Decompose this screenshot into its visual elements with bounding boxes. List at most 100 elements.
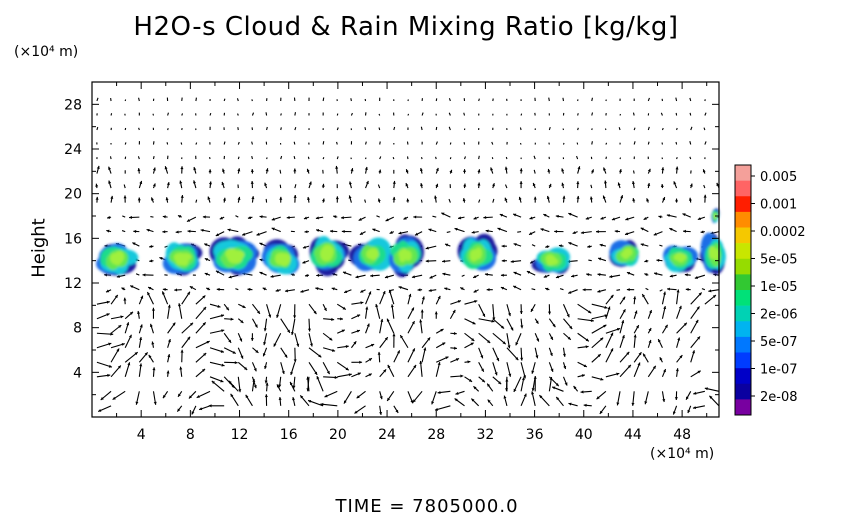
wind-vector-head [174, 288, 178, 292]
wind-vector-head [405, 169, 409, 173]
wind-vector-head [568, 242, 572, 245]
x-tick-label: 4 [137, 427, 146, 443]
wind-vector-head [208, 404, 212, 408]
wind-vector [124, 142, 127, 145]
wind-vector [448, 112, 451, 116]
wind-vector [633, 127, 636, 131]
wind-vector-head [302, 260, 306, 264]
wind-vector-head [110, 332, 114, 336]
wind-vector-head [637, 362, 641, 366]
wind-vector-head [435, 167, 439, 172]
wind-vector-head [250, 338, 254, 341]
wind-vector-head [123, 297, 127, 301]
wind-vector [181, 113, 184, 116]
wind-vector-head [663, 306, 667, 310]
wind-vector [605, 142, 608, 145]
wind-vector-head [203, 306, 207, 311]
wind-vector-head [599, 410, 603, 414]
wind-vector-head [204, 272, 208, 276]
wind-vector-head [513, 271, 517, 275]
wind-vector-head [202, 215, 206, 219]
wind-vector-head [477, 169, 481, 173]
wind-vector-head [289, 381, 293, 386]
wind-vector-head [520, 357, 524, 361]
wind-vector [461, 274, 465, 277]
wind-vector-head [419, 168, 423, 172]
wind-vector-head [442, 259, 446, 263]
colorbar-swatch [735, 211, 751, 228]
wind-vector-head [134, 352, 138, 356]
wind-vector-head [121, 287, 125, 291]
wind-vector-head [187, 291, 190, 295]
wind-vector [632, 112, 635, 116]
x-tick-label: 44 [624, 427, 642, 443]
wind-vector-head [359, 231, 364, 235]
wind-vector-head [463, 183, 467, 187]
wind-vector-head [412, 348, 415, 352]
wind-vector-head [364, 166, 368, 170]
wind-vector-head [304, 230, 308, 234]
wind-vector-head [370, 274, 374, 278]
wind-vector [167, 128, 169, 131]
wind-vector [690, 126, 693, 131]
y-tick-label: 8 [73, 321, 82, 337]
wind-vector [237, 141, 240, 145]
wind-vector-head [359, 360, 363, 364]
wind-vector-head [356, 395, 360, 399]
wind-vector-head [193, 167, 197, 171]
wind-vector-head [452, 309, 456, 314]
wind-vector-head [114, 294, 118, 299]
wind-vector [647, 141, 650, 145]
wind-vector-head [555, 275, 560, 279]
wind-vector-head [529, 216, 533, 220]
wind-vector-head [581, 374, 585, 378]
wind-vector-head [417, 288, 421, 292]
colorbar-swatch [735, 165, 751, 181]
wind-vector [389, 289, 394, 292]
wind-vector-head [487, 399, 491, 403]
wind-vector-head [356, 329, 360, 333]
wind-vector-head [434, 311, 438, 315]
wind-vector-head [162, 230, 166, 234]
wind-vector [618, 127, 621, 131]
wind-vector-head [357, 372, 361, 376]
wind-vector-head [562, 195, 566, 199]
wind-vector-head [242, 305, 246, 308]
wind-vector-head [222, 197, 227, 201]
wind-vector-head [290, 331, 294, 336]
wind-vector-head [492, 317, 496, 321]
wind-vector-head [435, 183, 439, 187]
wind-vector-head [599, 243, 603, 247]
wind-vector [236, 98, 239, 102]
cloud-field [96, 208, 726, 278]
wind-vector [152, 141, 155, 145]
wind-vector-head [293, 168, 297, 172]
wind-vector [531, 288, 536, 291]
wind-vector-head [392, 180, 396, 184]
wind-vector [350, 112, 353, 116]
wind-vector-head [345, 367, 349, 371]
wind-vector-head [139, 337, 143, 341]
wind-vector-head [208, 181, 212, 185]
wind-vector-head [259, 215, 263, 219]
wind-vector-head [398, 231, 402, 235]
wind-vector-head [648, 327, 652, 332]
wind-vector-head [355, 275, 359, 279]
wind-vector-head [643, 353, 646, 357]
wind-vector [235, 215, 239, 218]
wind-vector-head [694, 276, 698, 279]
wind-vector-head [444, 287, 448, 291]
wind-vector-head [331, 287, 335, 291]
wind-vector-head [304, 273, 309, 277]
wind-vector-head [626, 271, 631, 275]
wind-vector-head [413, 364, 417, 369]
wind-vector-head [549, 352, 553, 356]
wind-vector-head [287, 329, 290, 333]
wind-vector [577, 127, 579, 131]
wind-vector-head [263, 328, 267, 332]
wind-vector-head [220, 379, 224, 383]
wind-vector-head [104, 273, 108, 277]
wind-vector-head [697, 336, 701, 340]
wind-vector-head [178, 393, 181, 397]
wind-vector [110, 113, 113, 116]
